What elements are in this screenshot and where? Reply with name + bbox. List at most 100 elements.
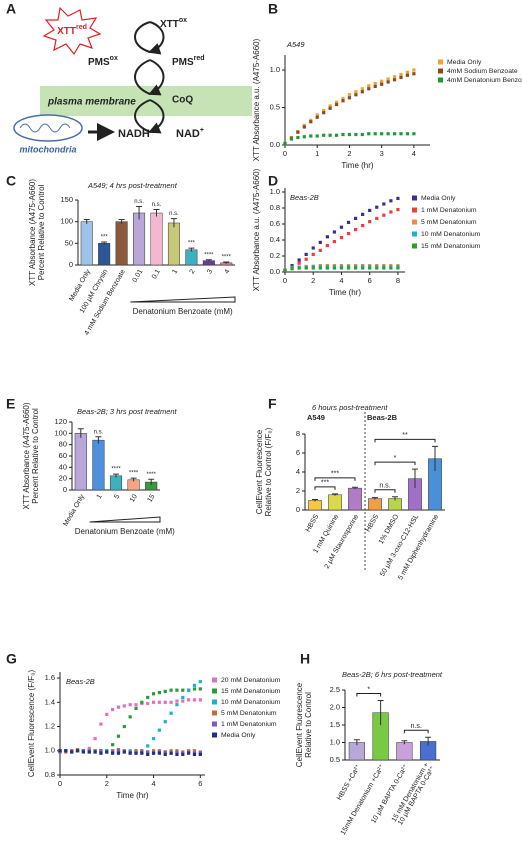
data-point [175,703,179,707]
x-axis-label: Time (hr) [341,161,373,170]
data-point [105,750,109,754]
data-point [64,749,68,753]
panel-label: H [300,651,310,667]
data-point [367,87,371,91]
data-point [341,132,345,137]
data-point [134,703,138,707]
panel-label: G [6,651,17,667]
data-point [332,266,337,270]
legend-label: 20 mM Denatonium [221,677,281,684]
data-point [382,202,386,206]
bracket-label: *** [331,471,339,478]
significance: n.s. [134,199,144,205]
data-point [111,751,115,755]
data-point [192,749,197,753]
data-point [58,749,62,753]
data-point [192,687,197,691]
data-point [116,705,121,709]
data-point [116,749,121,753]
y-axis-label: CellEvent Fluorescence (F/F₀) [27,669,36,777]
significance: **** [222,255,232,261]
data-point [386,132,390,136]
data-point [318,248,322,252]
category-label: 15mM Denatonium +Ca²⁺ [340,763,386,836]
bar [368,498,382,511]
y-tick-label: 1.0 [45,746,55,755]
error-bar [83,219,90,224]
data-point [368,266,372,270]
panel-label: D [268,173,278,189]
data-point [296,135,300,140]
bracket-label: ** [402,432,408,439]
y-tick-label: 150 [60,195,73,204]
error-bar [432,445,438,472]
data-point [396,208,400,212]
bar [133,212,146,266]
y-tick-label: 2 [296,486,300,495]
data-point [399,75,403,80]
legend-label: 15 mM Denatonium [421,243,481,250]
data-point [353,228,358,232]
data-point [146,744,150,748]
error-bar [77,428,84,438]
x-tick-label: 4 [224,268,232,275]
category-label: 0.1 [151,268,162,280]
data-point [328,106,332,110]
data-point [192,683,197,687]
bar [74,433,87,491]
data-point [192,752,197,756]
data-point [87,746,91,750]
data-point [392,132,397,136]
data-point [169,711,173,715]
bracket-label: n.s. [411,723,422,730]
data-point [151,700,156,704]
error-bar [118,219,125,224]
bar [328,494,342,511]
category-label: 3 [206,268,214,275]
data-point [198,752,202,756]
error-bar [205,259,212,262]
error-bar [377,700,384,725]
data-point [382,266,386,270]
data-point [354,90,358,94]
data-point [146,701,150,706]
y-tick-label: 0.8 [270,203,280,212]
data-point [283,268,287,272]
data-point [396,196,400,200]
data-point [332,240,337,244]
y-tick-label: 0.6 [270,219,280,228]
y-tick-label: 0.2 [270,251,280,260]
error-bar [113,473,119,478]
bar [167,222,180,266]
data-point [169,688,173,692]
category-label: 50 µM 3-oxo-C12-HSL [379,513,420,577]
x-tick-label: 6 [368,276,372,285]
y-tick-label: 0.0 [270,140,280,149]
x-tick-label: 1 [315,149,319,158]
data-point [392,75,397,79]
data-point [151,737,156,741]
error-bar [188,247,195,252]
panel-label: C [6,173,16,189]
y-axis-label: XTT Absorbance (A475-A660) [22,402,31,509]
data-point [169,700,173,704]
data-point [396,266,400,270]
data-point [140,700,144,704]
data-point [386,77,390,81]
data-point [146,752,150,756]
data-point [354,132,358,137]
data-point [157,751,161,755]
data-point [99,749,103,753]
data-point [181,752,185,756]
diagram: A XTTred XTTox PMSox PMSred CoQ plasma m… [6,1,252,154]
bar [348,487,362,511]
legend-swatch [438,59,443,65]
data-point [192,698,197,702]
data-point [412,68,416,72]
data-point [339,236,344,240]
significance: n.s. [169,211,179,217]
chart-title: Beas-2B [290,193,319,202]
data-point [328,104,332,108]
legend-label: 15 mM Denatonium [221,688,281,695]
